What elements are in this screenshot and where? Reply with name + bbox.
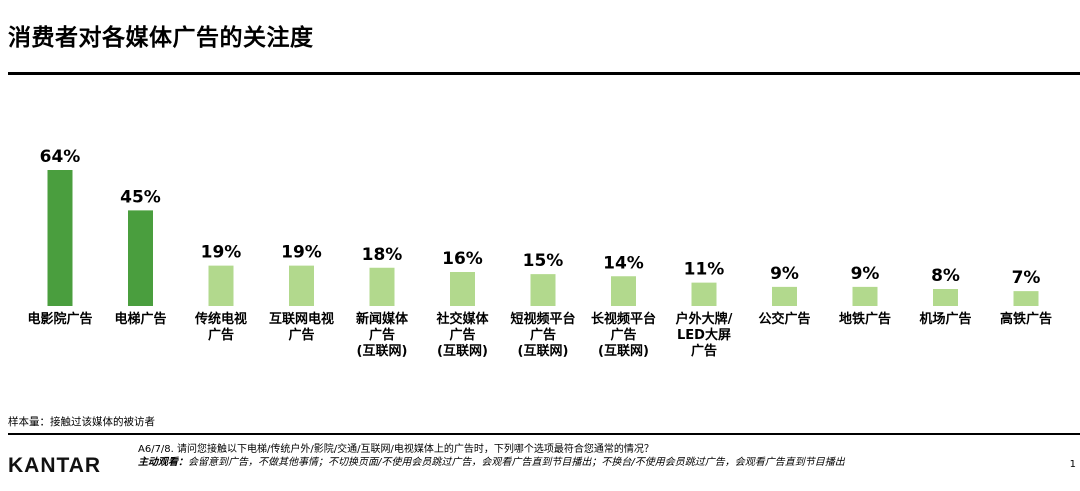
sample-size-note: 样本量：接触过该媒体的被访者	[8, 416, 155, 428]
definition-label: 主动观看：	[138, 457, 188, 468]
bar-value-label: 11%	[684, 260, 725, 280]
bar-value-label: 7%	[1012, 268, 1041, 288]
bar-chart: 64%电影院广告45%电梯广告19%传统电视广告19%互联网电视广告18%新闻媒…	[27, 147, 1052, 359]
category-label: 电梯广告	[114, 311, 166, 327]
category-label: 广告	[691, 343, 717, 359]
bar-0	[47, 170, 73, 306]
kantar-logo: KANTAR	[8, 454, 102, 477]
category-label: 广告	[208, 327, 234, 343]
title-divider	[8, 72, 1080, 75]
bar-value-label: 64%	[40, 147, 81, 167]
category-label: 社交媒体	[435, 311, 489, 327]
page-number: 1	[1069, 459, 1076, 470]
category-label: 互联网电视	[269, 311, 334, 327]
bar-2	[208, 265, 234, 306]
category-label: 地铁广告	[839, 311, 891, 327]
category-label: 广告	[530, 327, 556, 343]
category-label: 新闻媒体	[356, 311, 409, 327]
category-label: 广告	[369, 327, 395, 343]
bar-value-label: 45%	[120, 187, 161, 207]
question-note: A6/7/8. 请问您接触以下电梯/传统户外/影院/交通/互联网/电视媒体上的广…	[138, 443, 918, 469]
category-label: (互联网)	[357, 344, 408, 359]
bar-4	[369, 267, 395, 306]
bar-value-label: 14%	[603, 253, 644, 273]
question-text: A6/7/8. 请问您接触以下电梯/传统户外/影院/交通/互联网/电视媒体上的广…	[138, 444, 654, 455]
bar-12	[1013, 291, 1039, 306]
category-label: 广告	[610, 327, 636, 343]
bar-value-label: 19%	[281, 243, 322, 263]
bar-3	[289, 265, 314, 306]
bar-value-label: 15%	[523, 251, 564, 271]
category-label: 广告	[288, 327, 314, 343]
bar-7	[611, 276, 636, 306]
category-label: LED大屏	[677, 327, 731, 343]
category-label: 长视频平台	[591, 311, 656, 327]
bar-11	[933, 289, 958, 306]
category-label: 广告	[449, 327, 475, 343]
bar-value-label: 9%	[770, 264, 799, 284]
bar-6	[530, 274, 556, 306]
definition-body: 会留意到广告，不做其他事情；不切换页面/不使用会员跳过广告，会观看广告直到节目播…	[188, 457, 845, 468]
bar-8	[691, 282, 717, 306]
bar-9	[772, 286, 797, 306]
bar-value-label: 9%	[851, 264, 880, 284]
category-label: 短视频平台	[510, 311, 575, 327]
definition-text: 主动观看：会留意到广告，不做其他事情；不切换页面/不使用会员跳过广告，会观看广告…	[138, 456, 918, 469]
category-label: 高铁广告	[1000, 311, 1052, 327]
category-label: 电影院广告	[27, 311, 92, 327]
category-label: (互联网)	[598, 344, 649, 359]
bar-value-label: 16%	[442, 249, 483, 269]
footer-divider	[8, 433, 1080, 435]
bar-10	[852, 286, 878, 306]
bar-value-label: 8%	[931, 266, 960, 286]
category-label: (互联网)	[437, 344, 488, 359]
page-title: 消费者对各媒体广告的关注度	[8, 25, 314, 51]
category-label: 传统电视	[194, 311, 247, 327]
category-label: (互联网)	[518, 344, 569, 359]
category-label: 机场广告	[919, 311, 971, 327]
bar-1	[128, 210, 153, 306]
category-label: 户外大牌/	[676, 311, 733, 327]
bar-value-label: 18%	[362, 245, 403, 265]
category-label: 公交广告	[758, 311, 810, 327]
bar-5	[450, 272, 475, 306]
bar-value-label: 19%	[201, 243, 242, 263]
